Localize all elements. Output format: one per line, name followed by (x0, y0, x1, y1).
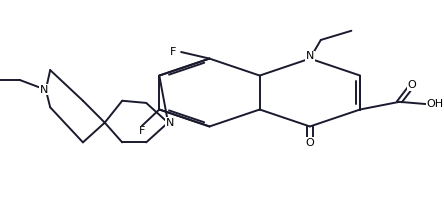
Text: OH: OH (427, 99, 444, 109)
Text: N: N (306, 51, 314, 61)
Text: F: F (170, 47, 176, 57)
Text: F: F (139, 126, 145, 136)
Text: N: N (40, 85, 48, 95)
Text: N: N (166, 118, 174, 128)
Text: O: O (407, 80, 416, 90)
Text: O: O (305, 138, 314, 148)
